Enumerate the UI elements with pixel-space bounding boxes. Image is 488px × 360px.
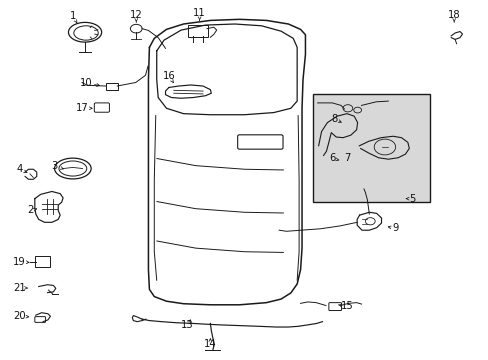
Text: 10: 10 xyxy=(80,78,92,88)
Text: 13: 13 xyxy=(180,320,193,330)
Text: 7: 7 xyxy=(344,153,350,163)
Text: 16: 16 xyxy=(162,71,175,81)
Text: 5: 5 xyxy=(409,194,415,204)
Text: 20: 20 xyxy=(13,311,25,321)
Text: 19: 19 xyxy=(13,257,25,267)
Text: 4: 4 xyxy=(16,164,22,174)
Text: 9: 9 xyxy=(392,224,398,233)
Text: 1: 1 xyxy=(69,11,76,21)
Text: 2: 2 xyxy=(28,206,34,216)
Text: 17: 17 xyxy=(76,103,89,113)
FancyBboxPatch shape xyxy=(312,94,429,202)
Text: 3: 3 xyxy=(51,161,57,171)
Text: 14: 14 xyxy=(203,339,216,349)
Text: 11: 11 xyxy=(193,8,205,18)
Text: 18: 18 xyxy=(447,10,460,20)
Text: 15: 15 xyxy=(340,301,352,311)
Text: 6: 6 xyxy=(328,153,335,163)
Text: 8: 8 xyxy=(331,114,337,124)
Text: 21: 21 xyxy=(13,283,25,293)
Text: 12: 12 xyxy=(130,10,142,20)
